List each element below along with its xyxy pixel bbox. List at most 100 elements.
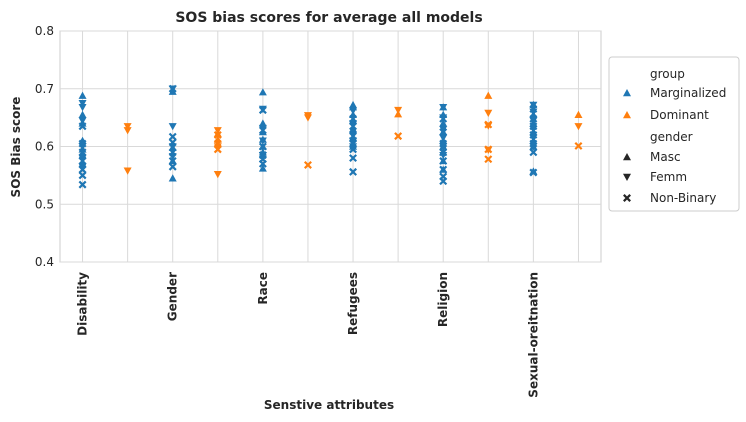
data-point <box>529 117 538 125</box>
x-tick-label: Race <box>256 272 270 305</box>
data-point <box>349 114 358 123</box>
data-point <box>439 148 448 157</box>
data-point <box>529 104 538 113</box>
data-point <box>349 154 358 163</box>
legend-label-non-binary: Non-Binary <box>650 191 716 205</box>
data-point <box>78 163 87 171</box>
data-point <box>213 145 222 154</box>
legend-box <box>608 56 740 212</box>
data-point <box>258 142 267 151</box>
data-point <box>168 162 177 171</box>
data-point <box>168 148 177 157</box>
data-point <box>123 127 132 135</box>
y-axis-label: SOS Bias score <box>9 97 23 198</box>
data-point <box>574 110 583 118</box>
data-point <box>529 101 538 109</box>
data-point <box>439 128 448 137</box>
data-point <box>78 154 87 163</box>
data-point <box>394 132 403 141</box>
data-point <box>574 141 583 150</box>
legend-gender-title: gender <box>650 130 693 144</box>
data-point <box>439 119 448 127</box>
data-point <box>484 155 493 164</box>
data-point <box>123 123 132 131</box>
x-tick-labels: Disability Gender Race Refugees Religion Sexu… <box>76 272 541 398</box>
data-point <box>529 130 538 139</box>
legend: group Marginalized Dominant gender Masc … <box>608 56 740 212</box>
y-gridlines <box>60 30 601 263</box>
data-point <box>484 109 493 118</box>
data-point <box>78 104 87 112</box>
data-point <box>213 127 222 135</box>
data-point <box>213 130 222 139</box>
data-point <box>168 138 177 147</box>
data-point <box>258 159 267 168</box>
data-point <box>439 125 448 134</box>
data-point <box>529 139 538 148</box>
data-point <box>484 145 493 154</box>
y-tick-labels: 0.4 0.5 0.6 0.7 0.8 <box>35 24 54 269</box>
legend-label-marginalized: Marginalized <box>650 86 726 100</box>
data-point <box>484 91 493 99</box>
data-point <box>258 137 267 145</box>
data-point <box>168 84 177 93</box>
data-point <box>78 148 87 157</box>
data-point <box>303 161 312 169</box>
legend-marker-marginalized <box>623 89 631 97</box>
legend-group-title: group <box>650 67 685 81</box>
data-point <box>78 99 87 108</box>
legend-label-dominant: Dominant <box>650 108 709 122</box>
data-point <box>168 123 177 131</box>
y-tick-label: 0.7 <box>35 82 54 96</box>
data-point <box>529 148 538 157</box>
data-point <box>349 145 358 154</box>
data-point <box>439 165 448 174</box>
x-tick-label: Sexual-oreitnation <box>526 272 540 398</box>
data-point <box>529 122 538 131</box>
data-point <box>529 168 538 177</box>
data-point <box>78 139 87 148</box>
x-tick-label: Gender <box>166 272 180 321</box>
legend-marker-non-binary <box>623 194 631 202</box>
data-point <box>258 119 267 127</box>
data-point <box>349 107 358 115</box>
data-point <box>349 132 358 141</box>
data-point <box>78 180 87 189</box>
data-point <box>439 177 448 186</box>
data-point <box>258 88 267 96</box>
data-point <box>168 174 177 182</box>
data-point <box>213 171 222 179</box>
legend-label-masc: Masc <box>650 150 681 164</box>
x-tick-label: Refugees <box>346 272 360 335</box>
x-tick-label: Disability <box>76 272 90 336</box>
data-point <box>258 164 267 172</box>
data-point <box>258 126 267 135</box>
data-point <box>574 123 583 131</box>
x-tick-label: Religion <box>436 272 450 327</box>
data-point <box>258 124 267 133</box>
data-point <box>78 171 87 180</box>
data-point <box>439 114 448 123</box>
y-tick-label: 0.6 <box>35 140 54 154</box>
data-point <box>78 117 87 125</box>
y-tick-label: 0.5 <box>35 197 54 211</box>
data-point <box>123 167 132 175</box>
legend-marker-masc <box>623 153 631 161</box>
data-point <box>303 114 312 122</box>
data-point <box>439 134 448 142</box>
data-point <box>349 125 358 133</box>
data-point <box>78 122 87 131</box>
x-axis-label: Senstive attributes <box>264 398 394 412</box>
data-point <box>78 110 87 118</box>
legend-label-femm: Femm <box>650 170 687 184</box>
legend-marker-dominant <box>623 111 631 119</box>
legend-markers <box>623 89 631 202</box>
chart-title: SOS bias scores for average all models <box>175 10 482 26</box>
data-point <box>529 114 538 123</box>
data-point <box>78 156 87 165</box>
legend-marker-femm <box>623 173 631 181</box>
data-point <box>439 104 448 112</box>
data-point <box>394 106 403 115</box>
data-point <box>349 167 358 176</box>
